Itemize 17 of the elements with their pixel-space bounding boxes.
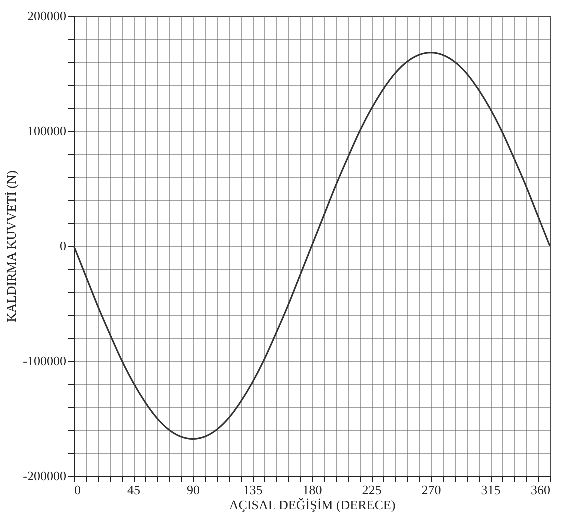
x-tick-label: 0 <box>74 482 81 498</box>
y-tick-label: -200000 <box>23 468 66 484</box>
x-tick-label: 135 <box>243 482 263 498</box>
y-tick-label: -100000 <box>23 354 66 368</box>
y-tick-label: 200000 <box>28 8 66 24</box>
x-axis-title: AÇISAL DEĞİŞİM (DERECE) <box>229 498 396 512</box>
x-tick-label: 45 <box>128 482 140 498</box>
x-tick-label: 180 <box>302 482 322 498</box>
x-tick-label: 225 <box>362 482 382 498</box>
x-tick-label: 270 <box>422 482 442 498</box>
x-tick-label: 90 <box>187 482 200 498</box>
x-tick-label: 360 <box>531 482 550 498</box>
x-tick-label: 315 <box>481 482 501 498</box>
y-axis-title: KALDIRMA KUVVETİ (N) <box>4 170 20 322</box>
y-tick-label: 0 <box>60 238 66 254</box>
line-series <box>73 52 551 440</box>
y-tick-label: 100000 <box>28 124 66 138</box>
